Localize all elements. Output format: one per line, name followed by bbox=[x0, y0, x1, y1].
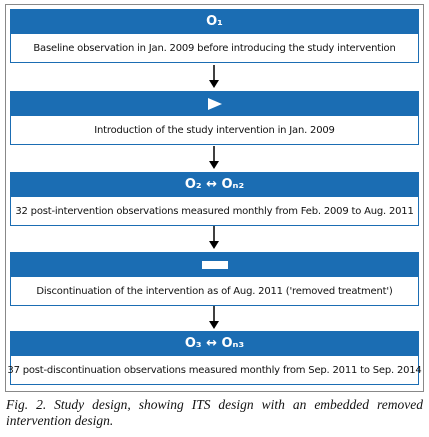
arrow bbox=[209, 65, 219, 88]
frame bbox=[5, 4, 424, 392]
stop-icon bbox=[201, 260, 228, 269]
header-bar: O₃ ↔ Oₙ₃ bbox=[10, 331, 419, 356]
play-icon bbox=[207, 97, 222, 110]
arrow bbox=[209, 226, 219, 249]
header-label: O₃ ↔ Oₙ₃ bbox=[184, 336, 245, 351]
step-text: Introduction of the study intervention i… bbox=[10, 116, 419, 145]
header-label: O₂ ↔ Oₙ₂ bbox=[184, 177, 245, 192]
header-bar: O₂ ↔ Oₙ₂ bbox=[10, 172, 419, 197]
caption: Fig. 2. Study design, showing ITS design… bbox=[6, 397, 423, 428]
header-bar bbox=[10, 252, 419, 277]
arrow bbox=[209, 146, 219, 169]
step-text: Baseline observation in Jan. 2009 before… bbox=[10, 34, 419, 63]
header-label: O₁ bbox=[206, 14, 223, 29]
arrow bbox=[209, 306, 219, 329]
header-bar: O₁ bbox=[10, 9, 419, 34]
step-text: 37 post-discontinuation observations mea… bbox=[7, 356, 422, 385]
header-bar bbox=[10, 91, 419, 116]
step-text: Discontinuation of the intervention as o… bbox=[10, 277, 419, 306]
step-text: 32 post-intervention observations measur… bbox=[10, 197, 419, 226]
